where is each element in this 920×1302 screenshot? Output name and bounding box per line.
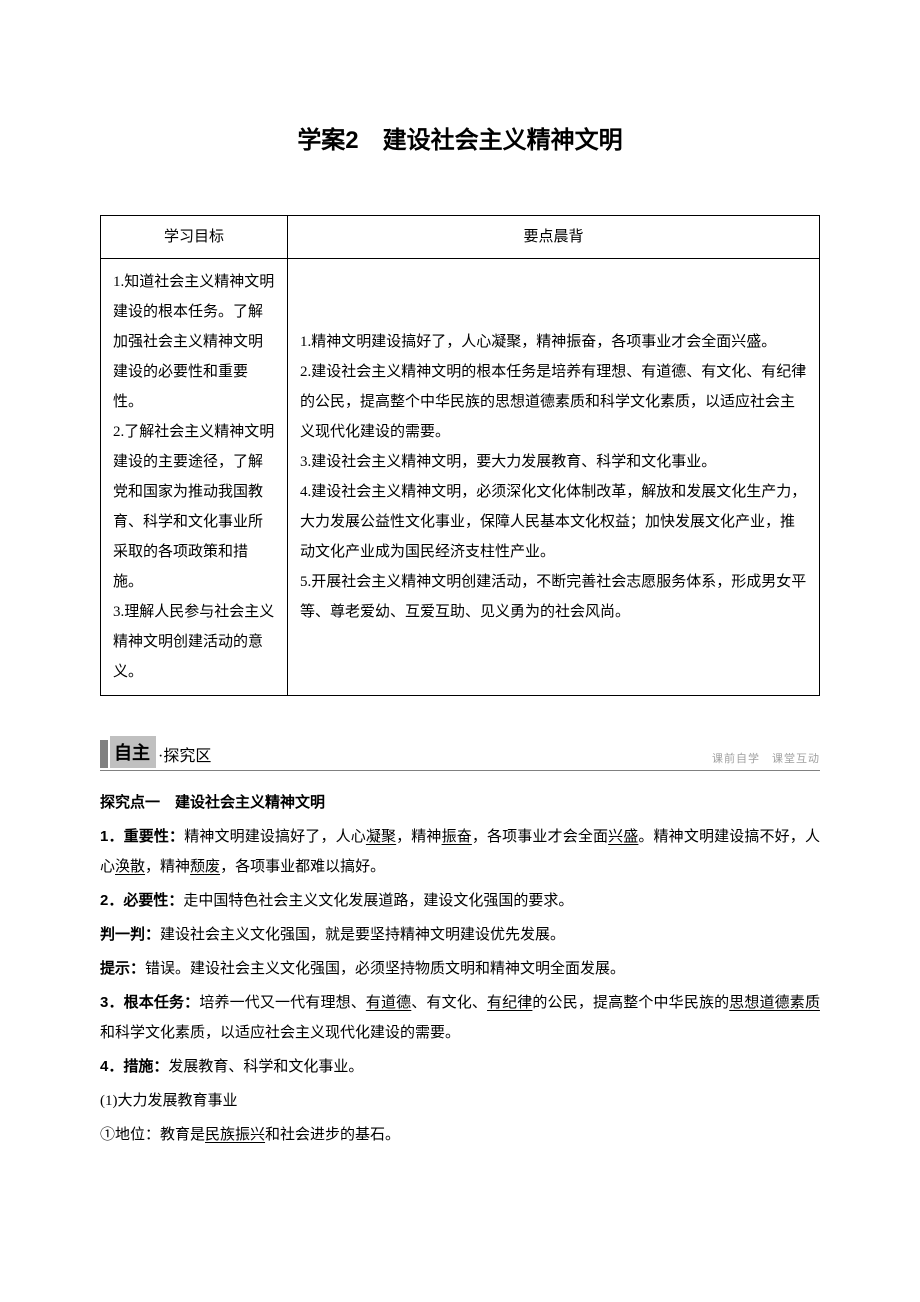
u: 颓废 — [190, 859, 220, 875]
para-fundamental-task: 3．根本任务：培养一代又一代有理想、有道德、有文化、有纪律的公民，提高整个中华民… — [100, 988, 820, 1048]
u: 振奋 — [442, 829, 472, 845]
page: 学案2 建设社会主义精神文明 学习目标 要点晨背 1.知道社会主义精神文明建设的… — [0, 0, 920, 1302]
t: 走中国特色社会主义文化发展道路，建设文化强国的要求。 — [183, 893, 573, 909]
t: 错误。建设社会主义文化强国，必须坚持物质文明和精神文明全面发展。 — [145, 961, 625, 977]
section-bar: 自主 ·探究区 课前自学 课堂互动 — [100, 736, 820, 771]
para-judge: 判一判：建设社会主义文化强国，就是要坚持精神文明建设优先发展。 — [100, 920, 820, 950]
t: 和科学文化素质，以适应社会主义现代化建设的需要。 — [100, 1025, 460, 1041]
para-label: 4．措施： — [100, 1058, 168, 1075]
section-right-text: 课前自学 课堂互动 — [712, 750, 820, 768]
t: 、有文化、 — [411, 995, 487, 1011]
t: 的公民，提高整个中华民族的 — [532, 995, 729, 1011]
para-measures: 4．措施：发展教育、科学和文化事业。 — [100, 1052, 820, 1082]
section-accent — [100, 740, 108, 768]
table-header-left: 学习目标 — [101, 216, 288, 259]
u: 思想道德素质 — [729, 995, 820, 1011]
objective-table: 学习目标 要点晨背 1.知道社会主义精神文明建设的根本任务。了解加强社会主义精神… — [100, 215, 820, 696]
explore-heading: 探究点一 建设社会主义精神文明 — [100, 791, 820, 812]
t: ①地位：教育是 — [100, 1127, 205, 1143]
para-label: 判一判： — [100, 926, 160, 943]
u: 民族振兴 — [205, 1127, 265, 1143]
para-label: 3．根本任务： — [100, 994, 199, 1011]
page-title: 学案2 建设社会主义精神文明 — [100, 120, 820, 155]
para-measures-sub1a: ①地位：教育是民族振兴和社会进步的基石。 — [100, 1120, 820, 1150]
u: 涣散 — [115, 859, 145, 875]
table-cell-right: 1.精神文明建设搞好了，人心凝聚，精神振奋，各项事业才会全面兴盛。2.建设社会主… — [287, 259, 819, 696]
u: 有道德 — [366, 995, 411, 1011]
para-importance: 1．重要性：精神文明建设搞好了，人心凝聚，精神振奋，各项事业才会全面兴盛。精神文… — [100, 822, 820, 882]
t: 精神文明建设搞好了，人心 — [184, 829, 366, 845]
t: ，各项事业都难以搞好。 — [220, 859, 385, 875]
t: 发展教育、科学和文化事业。 — [168, 1059, 363, 1075]
table-row: 1.知道社会主义精神文明建设的根本任务。了解加强社会主义精神文明建设的必要性和重… — [101, 259, 820, 696]
t: ，各项事业才会全面 — [472, 829, 608, 845]
para-tip: 提示：错误。建设社会主义文化强国，必须坚持物质文明和精神文明全面发展。 — [100, 954, 820, 984]
para-necessity: 2．必要性：走中国特色社会主义文化发展道路，建设文化强国的要求。 — [100, 886, 820, 916]
u: 兴盛 — [608, 829, 638, 845]
section-suffix: ·探究区 — [158, 742, 211, 768]
t: 和社会进步的基石。 — [265, 1127, 400, 1143]
u: 凝聚 — [366, 829, 396, 845]
para-label: 2．必要性： — [100, 892, 183, 909]
t: ，精神 — [145, 859, 190, 875]
para-label: 提示： — [100, 960, 145, 977]
table-header-row: 学习目标 要点晨背 — [101, 216, 820, 259]
table-header-right: 要点晨背 — [287, 216, 819, 259]
u: 有纪律 — [487, 995, 532, 1011]
t: 培养一代又一代有理想、 — [199, 995, 366, 1011]
para-label: 1．重要性： — [100, 828, 184, 845]
section-box: 自主 — [110, 736, 156, 768]
para-measures-sub1: (1)大力发展教育事业 — [100, 1086, 820, 1116]
t: ，精神 — [396, 829, 441, 845]
table-cell-left: 1.知道社会主义精神文明建设的根本任务。了解加强社会主义精神文明建设的必要性和重… — [101, 259, 288, 696]
t: 建设社会主义文化强国，就是要坚持精神文明建设优先发展。 — [160, 927, 565, 943]
